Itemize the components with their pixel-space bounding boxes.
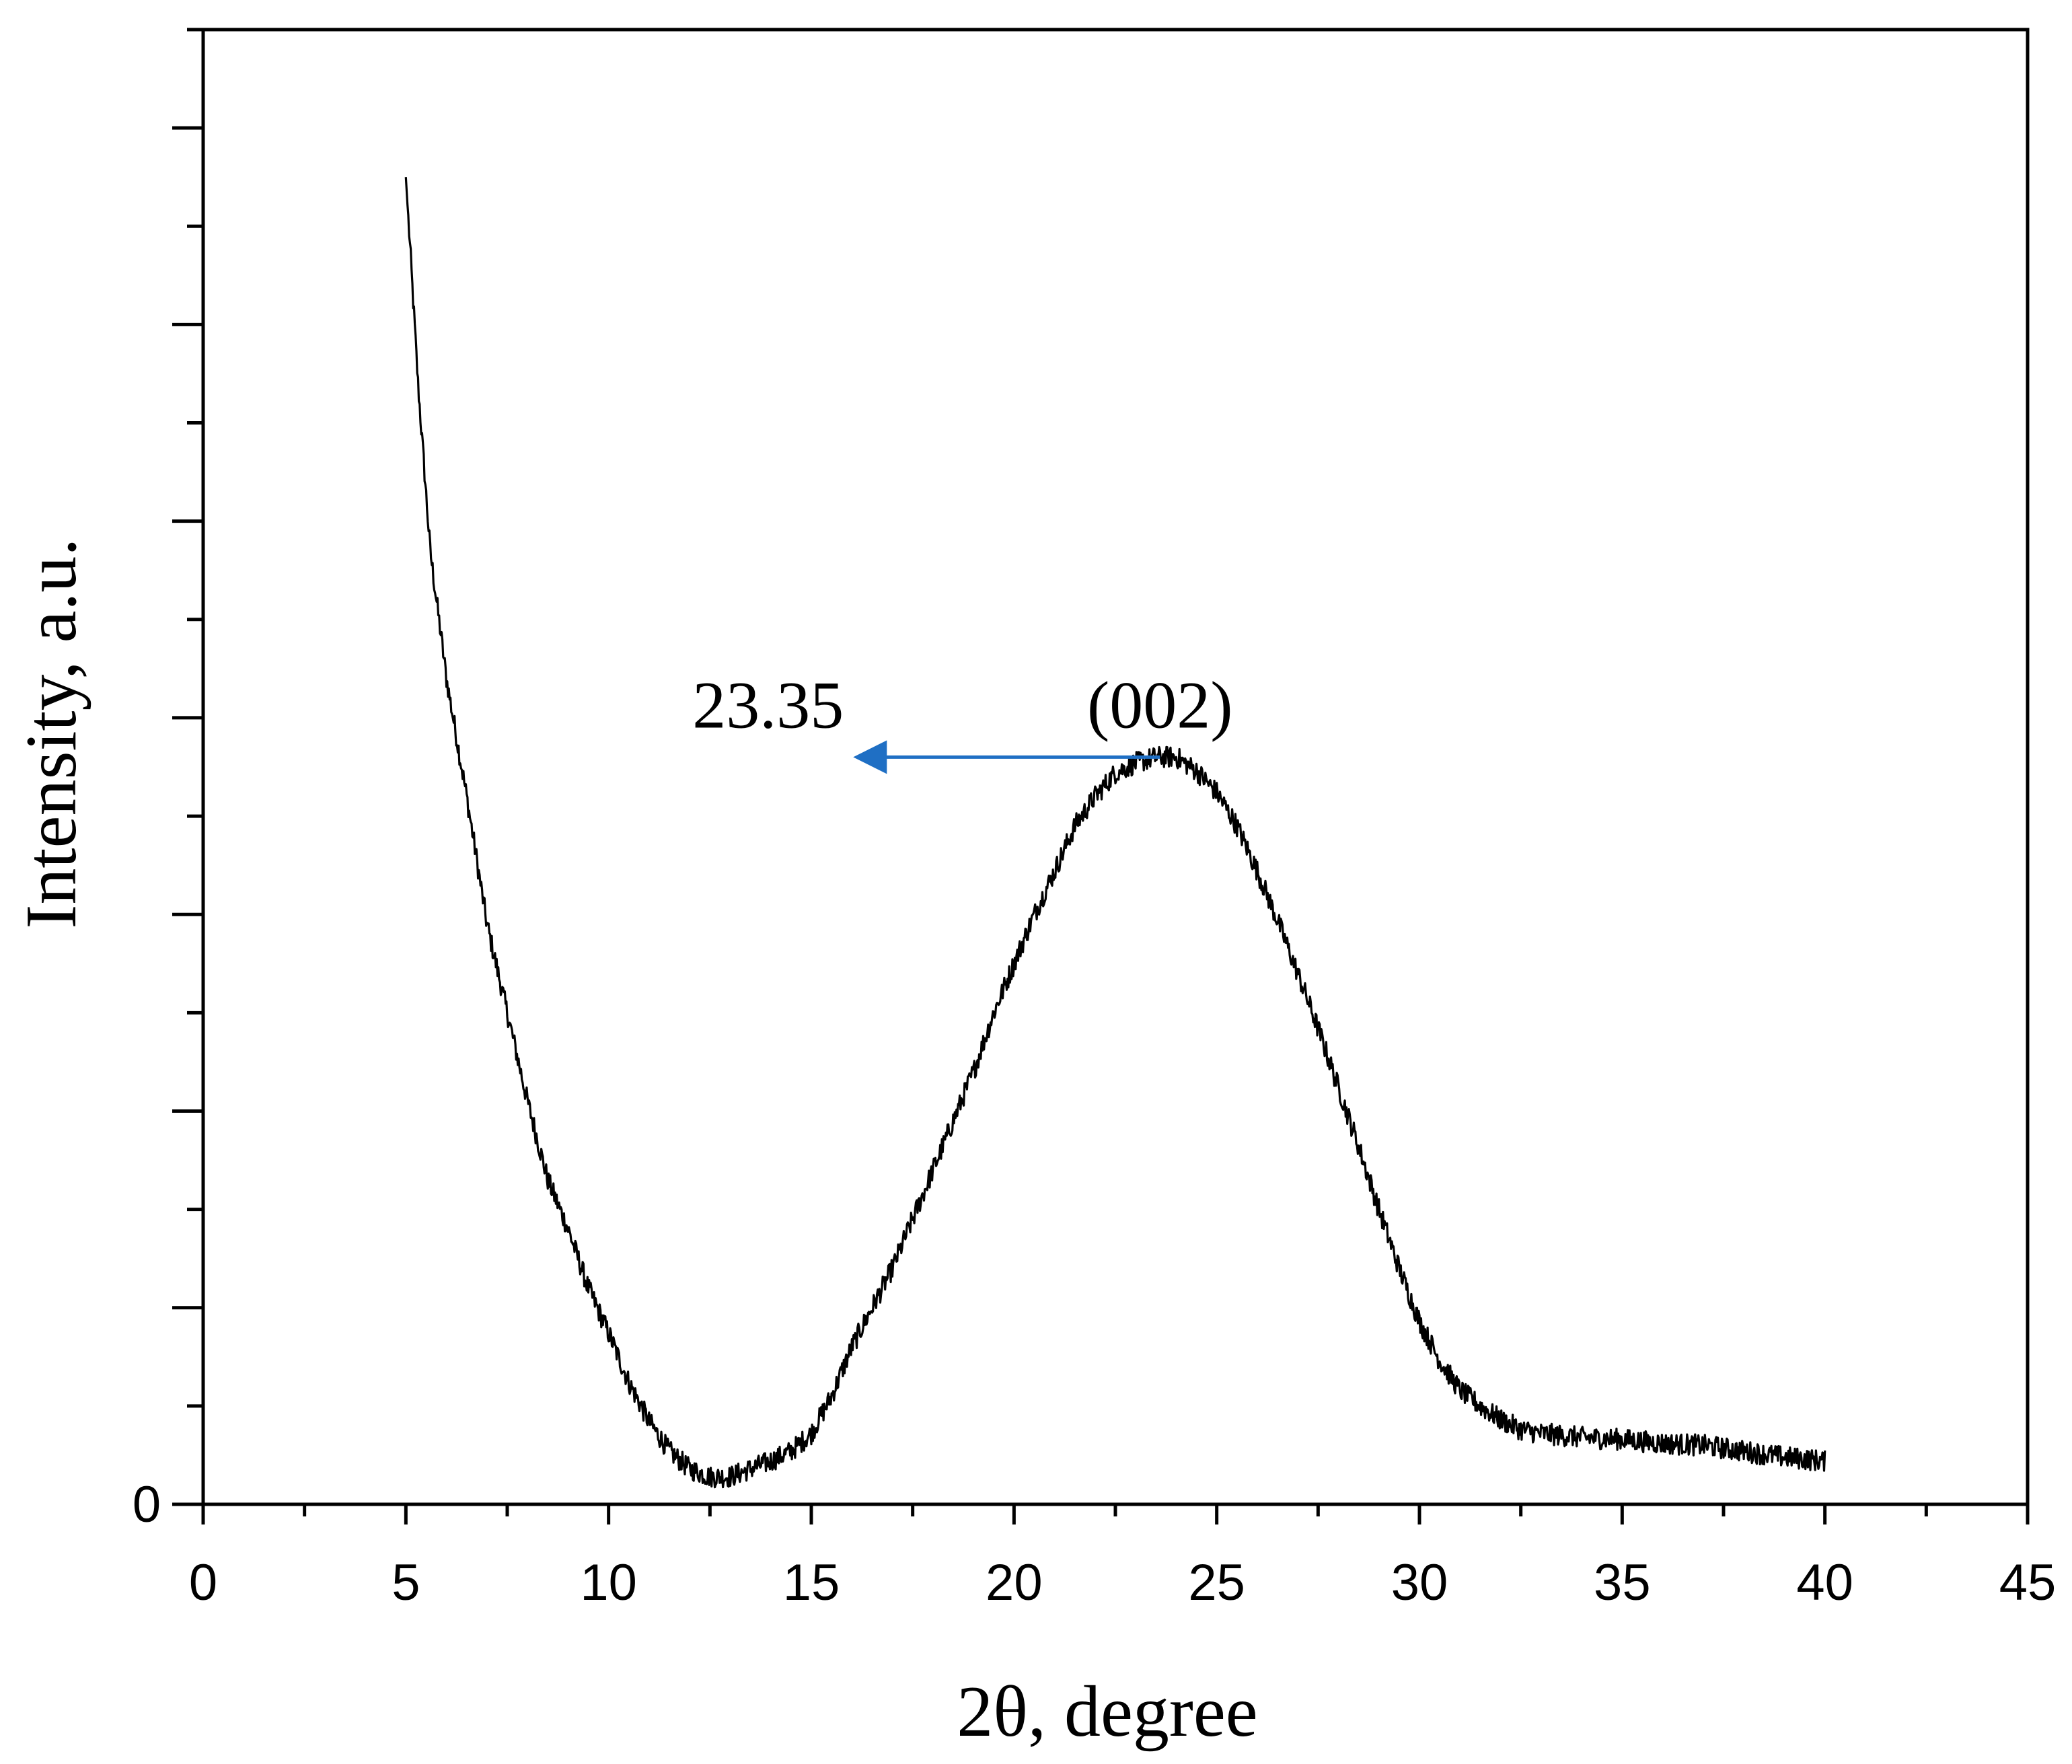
x-tick-label: 0	[189, 1554, 217, 1611]
x-tick-label: 30	[1391, 1554, 1448, 1611]
y-axis-title: Intensity, a.u.	[11, 538, 91, 929]
x-axis-tick-labels: 0 5 10 15 20 25 30 35 40 45	[189, 1554, 2056, 1611]
x-tick-label: 45	[1999, 1554, 2057, 1611]
x-tick-label: 20	[986, 1554, 1043, 1611]
x-tick-label: 35	[1594, 1554, 1651, 1611]
y-axis-ticks	[172, 28, 203, 1506]
x-tick-label: 40	[1796, 1554, 1853, 1611]
x-tick-label: 25	[1188, 1554, 1245, 1611]
x-axis-title: 2θ, degree	[957, 1672, 1258, 1752]
peak-position-annotation: 23.35	[692, 668, 844, 743]
x-axis-ticks	[201, 1504, 2030, 1524]
x-tick-label: 15	[783, 1554, 840, 1611]
x-tick-label: 10	[580, 1554, 637, 1611]
peak-annotation-002: (002)	[1087, 668, 1233, 743]
x-tick-label: 5	[392, 1554, 420, 1611]
series-line	[404, 177, 1826, 1489]
y-tick-label-0: 0	[133, 1476, 161, 1533]
plot-frame	[201, 28, 2030, 1506]
